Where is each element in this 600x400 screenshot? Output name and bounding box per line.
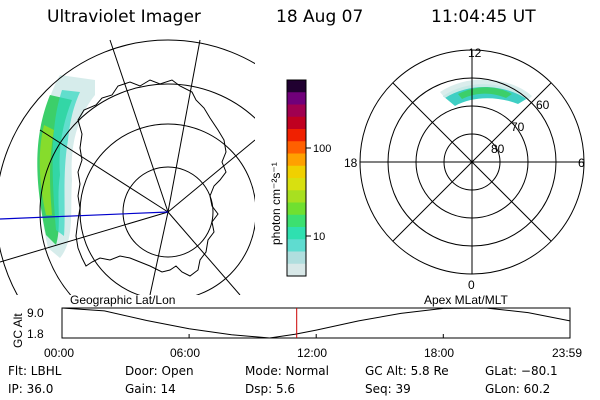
- status-mode: Mode: Normal: [245, 364, 329, 378]
- time-label: 11:04:45 UT: [431, 7, 536, 27]
- geo-lat-circles: [0, 39, 255, 295]
- polar-mlt-6: 6: [578, 156, 585, 170]
- colorbar-swatch: [287, 129, 306, 142]
- colorbar-swatch: [287, 263, 306, 277]
- geo-coastline: [75, 79, 227, 277]
- status-door: Door: Open: [125, 364, 194, 378]
- status-ip: IP: 36.0: [8, 382, 54, 396]
- alt-x-tick-1800: 18:00: [424, 346, 454, 360]
- geographic-map: [0, 39, 255, 295]
- alt-y-tick-bottom: 1.8: [27, 327, 44, 341]
- colorbar-swatch: [287, 178, 306, 191]
- colorbar: [287, 80, 306, 277]
- colorbar-swatch: [287, 80, 306, 93]
- polar-lat-label-70: 70: [511, 120, 525, 134]
- colorbar-swatch: [287, 92, 306, 106]
- status-seq: Seq: 39: [365, 382, 411, 396]
- geo-panel-label: Geographic Lat/Lon: [70, 293, 175, 307]
- colorbar-swatch: [287, 251, 306, 265]
- polar-mlt-12: 12: [468, 46, 482, 60]
- instrument-title: Ultraviolet Imager: [47, 7, 201, 27]
- colorbar-swatch: [287, 239, 306, 253]
- alt-x-tick-0000: 00:00: [44, 346, 74, 360]
- geo-aurora-edge: [52, 90, 80, 236]
- alt-plot-frame: [61, 307, 571, 339]
- colorbar-swatch: [287, 165, 306, 179]
- colorbar-swatch: [287, 202, 306, 216]
- status-dsp: Dsp: 5.6: [245, 382, 296, 396]
- polar-mlt-0: 0: [468, 278, 475, 292]
- alt-y-label: GC Alt: [11, 313, 25, 348]
- colorbar-swatch: [287, 116, 306, 130]
- geo-terminator-line: [0, 211, 169, 220]
- polar-lat-label-60: 60: [536, 98, 550, 112]
- colorbar-swatch: [287, 214, 306, 228]
- colorbar-tick-label-10: 10: [313, 231, 325, 243]
- polar-panel-label: Apex MLat/MLT: [424, 293, 508, 307]
- status-glat: GLat: −80.1: [485, 364, 558, 378]
- status-filter: Flt: LBHL: [8, 364, 62, 378]
- colorbar-swatch: [287, 141, 306, 155]
- colorbar-swatch: [287, 153, 306, 167]
- colorbar-swatch: [287, 227, 306, 240]
- alt-x-ticks: [61, 334, 571, 338]
- alt-y-tick-top: 9.0: [27, 306, 44, 320]
- polar-mlt-18: 18: [344, 156, 358, 170]
- colorbar-swatch: [287, 190, 306, 204]
- status-gain: Gain: 14: [125, 382, 176, 396]
- polar-map: 12 6 0 18 60 70 80: [344, 46, 585, 292]
- status-glon: GLon: 60.2: [485, 382, 551, 396]
- geo-meridians: [0, 39, 255, 295]
- alt-x-tick-0600: 06:00: [170, 346, 200, 360]
- colorbar-tick-label-100: 100: [313, 143, 331, 155]
- alt-x-tick-1200: 12:00: [297, 346, 327, 360]
- colorbar-swatch: [287, 104, 306, 118]
- alt-curve: [61, 307, 571, 339]
- date-label: 18 Aug 07: [276, 7, 364, 27]
- polar-lat-label-80: 80: [491, 142, 505, 156]
- alt-x-tick-2359: 23:59: [552, 346, 582, 360]
- colorbar-unit-label: photon cm⁻²s⁻¹: [269, 162, 283, 245]
- status-gc-alt: GC Alt: 5.8 Re: [365, 364, 449, 378]
- polar-diag-2: [392, 82, 552, 242]
- polar-aurora-haze: [440, 79, 532, 100]
- colorbar-frame: [286, 79, 307, 277]
